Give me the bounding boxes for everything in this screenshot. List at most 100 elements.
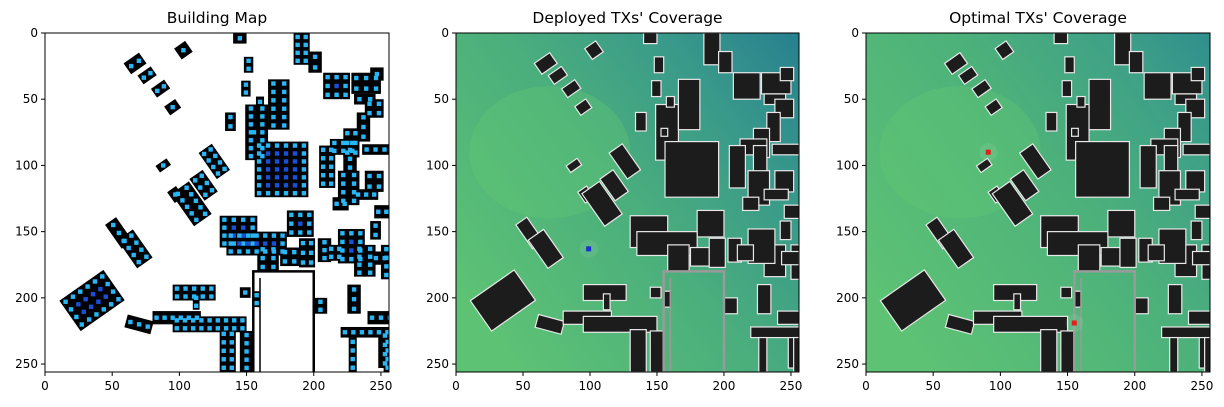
receiver-dot [292,175,298,180]
receiver-dot [300,250,306,256]
receiver-dot [347,147,353,153]
building [664,140,720,198]
receiver-dot [254,300,259,306]
axes-frame [865,32,1211,373]
receiver-dot [215,326,221,331]
receiver-dot [136,322,142,327]
receiver-dot [283,183,289,188]
x-tick-label: 250 [780,379,803,393]
chart-title: Building Map [167,9,268,27]
coverage-hotspot [469,85,631,219]
receiver-dot [191,286,197,291]
receiver-dot [334,74,339,80]
axes-frame [455,32,800,373]
building [758,336,768,372]
building [225,112,236,131]
receiver-dot [198,205,203,210]
building [1061,80,1073,98]
receiver-dot [241,225,246,230]
receiver-dot [231,217,236,222]
receiver-dot [298,212,303,218]
receiver-dot [385,339,389,345]
receiver-dot [271,233,277,238]
building [994,40,1015,61]
building [742,196,760,212]
receiver-dot [271,241,277,246]
y-tick-label: 0 [30,26,38,40]
receiver-dot [260,264,265,270]
building [534,313,566,335]
building [1040,329,1058,372]
receiver-dot [385,356,389,362]
building [1194,204,1210,219]
building [1163,144,1179,173]
receiver-dot [198,185,203,190]
receiver-dot [209,188,215,193]
receiver-dot [186,315,191,320]
receiver-dot [193,295,199,301]
receiver-dot [351,306,357,312]
y-tick-label: 100 [426,158,449,172]
receiver-dot [298,230,303,235]
receiver-dot [260,146,265,151]
receiver-dot [121,238,126,244]
receiver-dot [325,83,330,89]
receiver-dot [295,34,300,40]
receiver-dot [105,281,110,287]
receiver-dot [373,147,378,152]
building [752,144,768,173]
building [984,98,1004,117]
receiver-dot [215,318,221,323]
receiver-dot [385,330,389,335]
building [581,180,624,228]
receiver-dot [256,167,262,172]
receiver-dot [265,175,271,180]
receiver-dot [217,160,223,165]
receiver-dot [342,330,348,335]
receiver-dot [341,148,346,154]
receiver-dot [357,270,362,275]
receiver-dot [373,75,379,81]
receiver-dot [182,326,188,331]
receiver-dot [385,365,389,370]
receiver-dot [248,146,254,151]
receiver-dot [265,191,271,196]
receiver-dot [180,198,185,203]
receiver-dot [367,246,373,252]
receiver-dot [281,106,287,111]
receiver-dot [213,153,218,159]
receiver-dot [350,348,355,353]
receiver-dot [202,211,208,217]
building [171,181,212,227]
building [1075,140,1130,198]
receiver-dot [301,143,307,148]
receiver-dot [283,191,289,196]
receiver-dot [322,247,327,253]
building [241,80,251,97]
receiver-dot [367,97,373,102]
building [750,326,799,339]
receiver-dot [343,83,348,89]
receiver-dot [134,240,139,245]
receiver-dot [363,75,369,81]
x-tick-label: 200 [713,379,736,393]
receiver-dot [263,249,268,254]
receiver-dot [320,173,326,178]
receiver-dot [350,356,355,362]
receiver-dot [292,183,298,188]
receiver-dot [353,150,358,155]
receiver-dot [358,239,363,245]
receiver-dot [229,365,234,370]
building [1161,326,1210,339]
receiver-dot [384,246,389,252]
receiver-dot [349,248,354,253]
building [1182,143,1210,156]
receiver-dot [307,221,312,226]
receiver-dot [308,260,314,265]
receiver-dot [256,183,262,188]
building [944,313,976,335]
receiver-dot [347,165,353,170]
receiver-dot [281,81,287,86]
